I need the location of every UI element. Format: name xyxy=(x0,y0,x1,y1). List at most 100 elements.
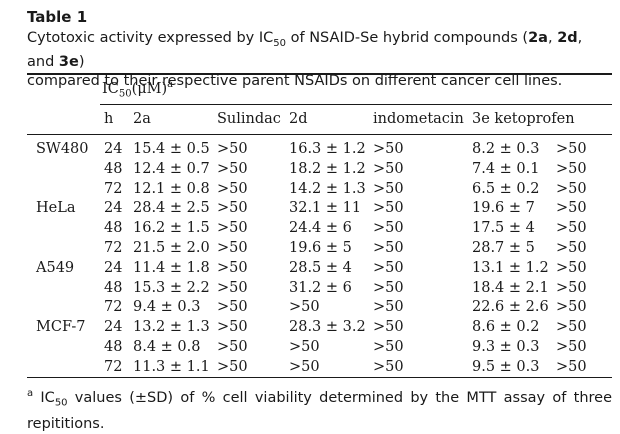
cell-sulindac: >50 xyxy=(217,279,248,297)
cell-indometacin: >50 xyxy=(373,318,404,336)
cell-sulindac: >50 xyxy=(217,219,248,237)
cell-ketoprofen: >50 xyxy=(556,140,587,158)
ic50-rule xyxy=(100,104,612,105)
cell-v2a: 15.3 ± 2.2 xyxy=(133,279,210,297)
cell-sulindac: >50 xyxy=(217,318,248,336)
cell-v3e: 28.7 ± 5 xyxy=(472,239,535,257)
cell-line: HeLa xyxy=(36,199,76,217)
cell-ketoprofen: >50 xyxy=(556,180,587,198)
cell-h: 72 xyxy=(104,180,122,198)
cell-v2d: 31.2 ± 6 xyxy=(289,279,352,297)
cell-h: 48 xyxy=(104,160,122,178)
cell-v2d: >50 xyxy=(289,358,320,376)
cell-v2a: 21.5 ± 2.0 xyxy=(133,239,210,257)
column-header-sulindac: Sulindac xyxy=(217,110,281,128)
cell-ketoprofen: >50 xyxy=(556,298,587,316)
cell-v2a: 15.4 ± 0.5 xyxy=(133,140,210,158)
cell-h: 24 xyxy=(104,199,122,217)
cell-v2a: 11.3 ± 1.1 xyxy=(133,358,210,376)
header-rule xyxy=(27,134,612,135)
cell-h: 48 xyxy=(104,279,122,297)
cell-v2a: 16.2 ± 1.5 xyxy=(133,219,210,237)
cell-indometacin: >50 xyxy=(373,140,404,158)
cell-v2d: 18.2 ± 1.2 xyxy=(289,160,366,178)
cell-v2a: 12.1 ± 0.8 xyxy=(133,180,210,198)
cell-v2d: 16.3 ± 1.2 xyxy=(289,140,366,158)
cell-v3e: 18.4 ± 2.1 xyxy=(472,279,549,297)
cell-v2a: 13.2 ± 1.3 xyxy=(133,318,210,336)
cell-h: 24 xyxy=(104,140,122,158)
cell-indometacin: >50 xyxy=(373,338,404,356)
cell-indometacin: >50 xyxy=(373,239,404,257)
cell-v2d: 24.4 ± 6 xyxy=(289,219,352,237)
cell-v2d: 28.5 ± 4 xyxy=(289,259,352,277)
cell-v2a: 28.4 ± 2.5 xyxy=(133,199,210,217)
cell-v3e: 8.2 ± 0.3 xyxy=(472,140,540,158)
cell-ketoprofen: >50 xyxy=(556,259,587,277)
column-header-2a: 2a xyxy=(133,110,151,128)
cell-sulindac: >50 xyxy=(217,180,248,198)
cell-v3e: 13.1 ± 1.2 xyxy=(472,259,549,277)
cell-sulindac: >50 xyxy=(217,259,248,277)
cell-v3e: 8.6 ± 0.2 xyxy=(472,318,540,336)
cell-ketoprofen: >50 xyxy=(556,338,587,356)
cell-v2a: 8.4 ± 0.8 xyxy=(133,338,201,356)
table-footnote: a IC50 values (±SD) of % cell viability … xyxy=(27,384,612,434)
cell-v2a: 9.4 ± 0.3 xyxy=(133,298,201,316)
column-header-indometacin: indometacin xyxy=(373,110,464,128)
cell-v2d: >50 xyxy=(289,338,320,356)
cell-ketoprofen: >50 xyxy=(556,358,587,376)
cell-v2d: 28.3 ± 3.2 xyxy=(289,318,366,336)
cell-sulindac: >50 xyxy=(217,239,248,257)
cell-h: 24 xyxy=(104,318,122,336)
cell-v3e: 22.6 ± 2.6 xyxy=(472,298,549,316)
cell-indometacin: >50 xyxy=(373,219,404,237)
cell-h: 48 xyxy=(104,338,122,356)
cell-sulindac: >50 xyxy=(217,140,248,158)
cell-v2a: 11.4 ± 1.8 xyxy=(133,259,210,277)
cell-h: 72 xyxy=(104,358,122,376)
cell-ketoprofen: >50 xyxy=(556,219,587,237)
cell-v2d: 32.1 ± 11 xyxy=(289,199,361,217)
column-header-h: h xyxy=(104,110,113,128)
column-header-3e: 3e ketoprofen xyxy=(472,110,575,128)
top-rule xyxy=(27,73,612,75)
cell-h: 48 xyxy=(104,219,122,237)
cell-h: 72 xyxy=(104,239,122,257)
cell-v2d: 14.2 ± 1.3 xyxy=(289,180,366,198)
cell-ketoprofen: >50 xyxy=(556,160,587,178)
cell-sulindac: >50 xyxy=(217,358,248,376)
cell-v3e: 9.3 ± 0.3 xyxy=(472,338,540,356)
cell-v3e: 7.4 ± 0.1 xyxy=(472,160,540,178)
cell-sulindac: >50 xyxy=(217,298,248,316)
cell-v3e: 19.6 ± 7 xyxy=(472,199,535,217)
ic50-header: IC50(μM)a xyxy=(102,79,173,100)
cell-v2a: 12.4 ± 0.7 xyxy=(133,160,210,178)
cell-sulindac: >50 xyxy=(217,160,248,178)
cell-line: A549 xyxy=(36,259,74,277)
cell-indometacin: >50 xyxy=(373,160,404,178)
cell-indometacin: >50 xyxy=(373,180,404,198)
cell-indometacin: >50 xyxy=(373,259,404,277)
cell-v2d: >50 xyxy=(289,298,320,316)
column-header-2d: 2d xyxy=(289,110,308,128)
cell-v3e: 17.5 ± 4 xyxy=(472,219,535,237)
cell-ketoprofen: >50 xyxy=(556,239,587,257)
cell-ketoprofen: >50 xyxy=(556,318,587,336)
bottom-rule xyxy=(27,377,612,378)
cell-line: MCF-7 xyxy=(36,318,85,336)
cell-indometacin: >50 xyxy=(373,298,404,316)
cell-v2d: 19.6 ± 5 xyxy=(289,239,352,257)
cell-sulindac: >50 xyxy=(217,199,248,217)
cell-indometacin: >50 xyxy=(373,358,404,376)
table-label: Table 1 xyxy=(27,8,87,26)
cell-ketoprofen: >50 xyxy=(556,279,587,297)
cell-indometacin: >50 xyxy=(373,199,404,217)
cell-v3e: 9.5 ± 0.3 xyxy=(472,358,540,376)
cell-v3e: 6.5 ± 0.2 xyxy=(472,180,540,198)
cell-line: SW480 xyxy=(36,140,89,158)
cell-sulindac: >50 xyxy=(217,338,248,356)
cell-ketoprofen: >50 xyxy=(556,199,587,217)
cell-indometacin: >50 xyxy=(373,279,404,297)
cell-h: 24 xyxy=(104,259,122,277)
